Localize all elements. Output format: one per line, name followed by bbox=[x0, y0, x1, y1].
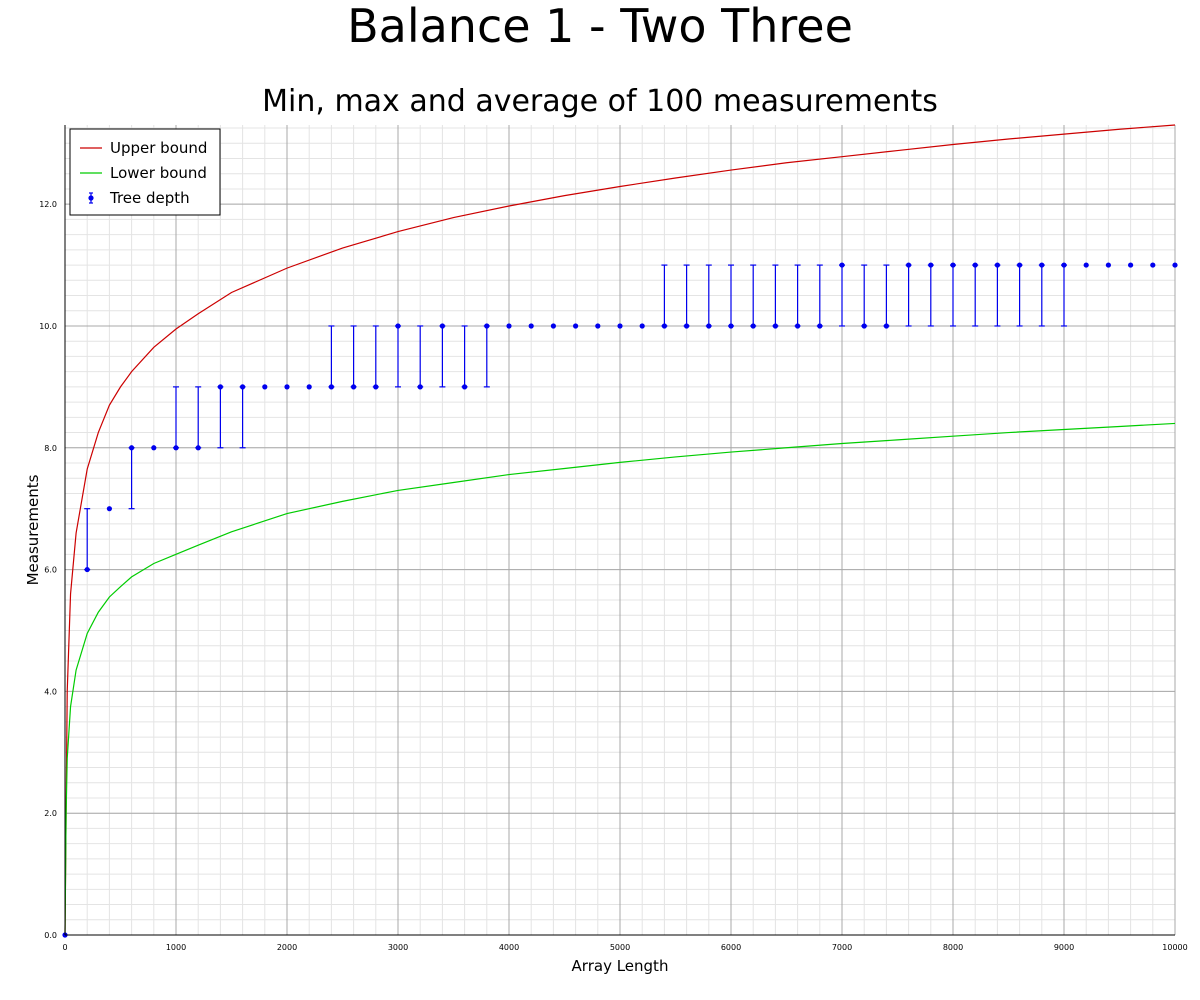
data-point bbox=[1105, 262, 1111, 268]
major-grid bbox=[64, 125, 1176, 936]
tick-labels: 0 1000 2000 3000 4000 5000 6000 7000 8000 9000 100… bbox=[39, 200, 1188, 952]
data-point bbox=[595, 323, 601, 329]
data-point bbox=[484, 323, 490, 329]
data-point bbox=[151, 445, 157, 451]
data-point bbox=[106, 506, 112, 512]
data-point bbox=[417, 384, 423, 390]
x-tick-label: 3000 bbox=[388, 943, 408, 952]
data-point bbox=[1039, 262, 1045, 268]
y-tick-label: 6.0 bbox=[44, 566, 57, 575]
y-tick-label: 2.0 bbox=[44, 809, 57, 818]
data-point bbox=[684, 323, 690, 329]
data-point bbox=[439, 323, 445, 329]
legend-label: Lower bound bbox=[110, 164, 207, 182]
chart-subtitle: Min, max and average of 100 measurements bbox=[262, 84, 938, 119]
data-point bbox=[395, 323, 401, 329]
series-line bbox=[64, 124, 1176, 936]
data-point bbox=[728, 323, 734, 329]
data-point bbox=[1150, 262, 1156, 268]
x-tick-label: 2000 bbox=[277, 943, 297, 952]
x-tick-label: 0 bbox=[62, 943, 67, 952]
data-point bbox=[1128, 262, 1134, 268]
x-tick-label: 9000 bbox=[1054, 943, 1074, 952]
data-point bbox=[328, 384, 334, 390]
data-point bbox=[861, 323, 867, 329]
data-point bbox=[351, 384, 357, 390]
x-axis-label: Array Length bbox=[571, 957, 669, 975]
data-point bbox=[661, 323, 668, 329]
y-tick-label: 4.0 bbox=[44, 687, 57, 696]
data-point bbox=[772, 323, 779, 329]
x-tick-label: 5000 bbox=[610, 943, 630, 952]
data-point bbox=[906, 262, 912, 268]
data-point bbox=[1061, 262, 1067, 268]
legend-swatch-point bbox=[88, 195, 94, 201]
legend: Upper bound Lower bound Tree depth bbox=[69, 128, 221, 216]
data-point bbox=[639, 323, 645, 329]
data-point bbox=[173, 445, 179, 451]
data-point bbox=[928, 262, 934, 268]
data-point bbox=[706, 323, 712, 329]
data-point bbox=[462, 384, 468, 390]
series-line bbox=[64, 422, 1176, 936]
series-layer bbox=[62, 124, 1178, 938]
data-point bbox=[373, 384, 379, 390]
y-tick-label: 8.0 bbox=[44, 444, 57, 453]
data-point bbox=[883, 323, 890, 329]
data-point bbox=[950, 262, 956, 268]
data-point bbox=[240, 384, 246, 390]
x-tick-label: 8000 bbox=[943, 943, 963, 952]
y-tick-label: 0.0 bbox=[44, 931, 57, 940]
y-tick-label: 10.0 bbox=[39, 322, 57, 331]
chart-title: Balance 1 - Two Three bbox=[347, 0, 853, 53]
x-tick-label: 1000 bbox=[166, 943, 186, 952]
data-point bbox=[994, 262, 1001, 268]
x-tick-label: 6000 bbox=[721, 943, 741, 952]
data-point bbox=[573, 323, 579, 329]
data-point bbox=[129, 445, 135, 451]
data-point bbox=[1083, 262, 1089, 268]
axes bbox=[64, 125, 1175, 936]
data-point bbox=[972, 262, 978, 268]
data-point bbox=[284, 384, 290, 390]
y-tick-label: 12.0 bbox=[39, 200, 57, 209]
data-point bbox=[617, 323, 623, 329]
x-tick-label: 10000 bbox=[1162, 943, 1187, 952]
data-point bbox=[550, 323, 557, 329]
legend-box bbox=[69, 128, 221, 216]
x-tick-label: 7000 bbox=[832, 943, 852, 952]
data-point bbox=[506, 323, 512, 329]
data-point bbox=[217, 384, 223, 390]
legend-label: Tree depth bbox=[109, 189, 190, 207]
legend-label: Upper bound bbox=[110, 139, 207, 157]
data-point bbox=[817, 323, 823, 329]
data-point bbox=[84, 566, 90, 573]
data-point bbox=[795, 323, 801, 329]
data-point bbox=[262, 384, 268, 390]
data-point bbox=[195, 445, 201, 451]
data-point bbox=[750, 323, 756, 329]
data-point bbox=[306, 384, 312, 390]
data-point bbox=[1017, 262, 1023, 268]
data-point bbox=[839, 262, 845, 268]
x-tick-label: 4000 bbox=[499, 943, 519, 952]
data-point bbox=[1172, 262, 1178, 268]
data-point bbox=[528, 323, 534, 329]
